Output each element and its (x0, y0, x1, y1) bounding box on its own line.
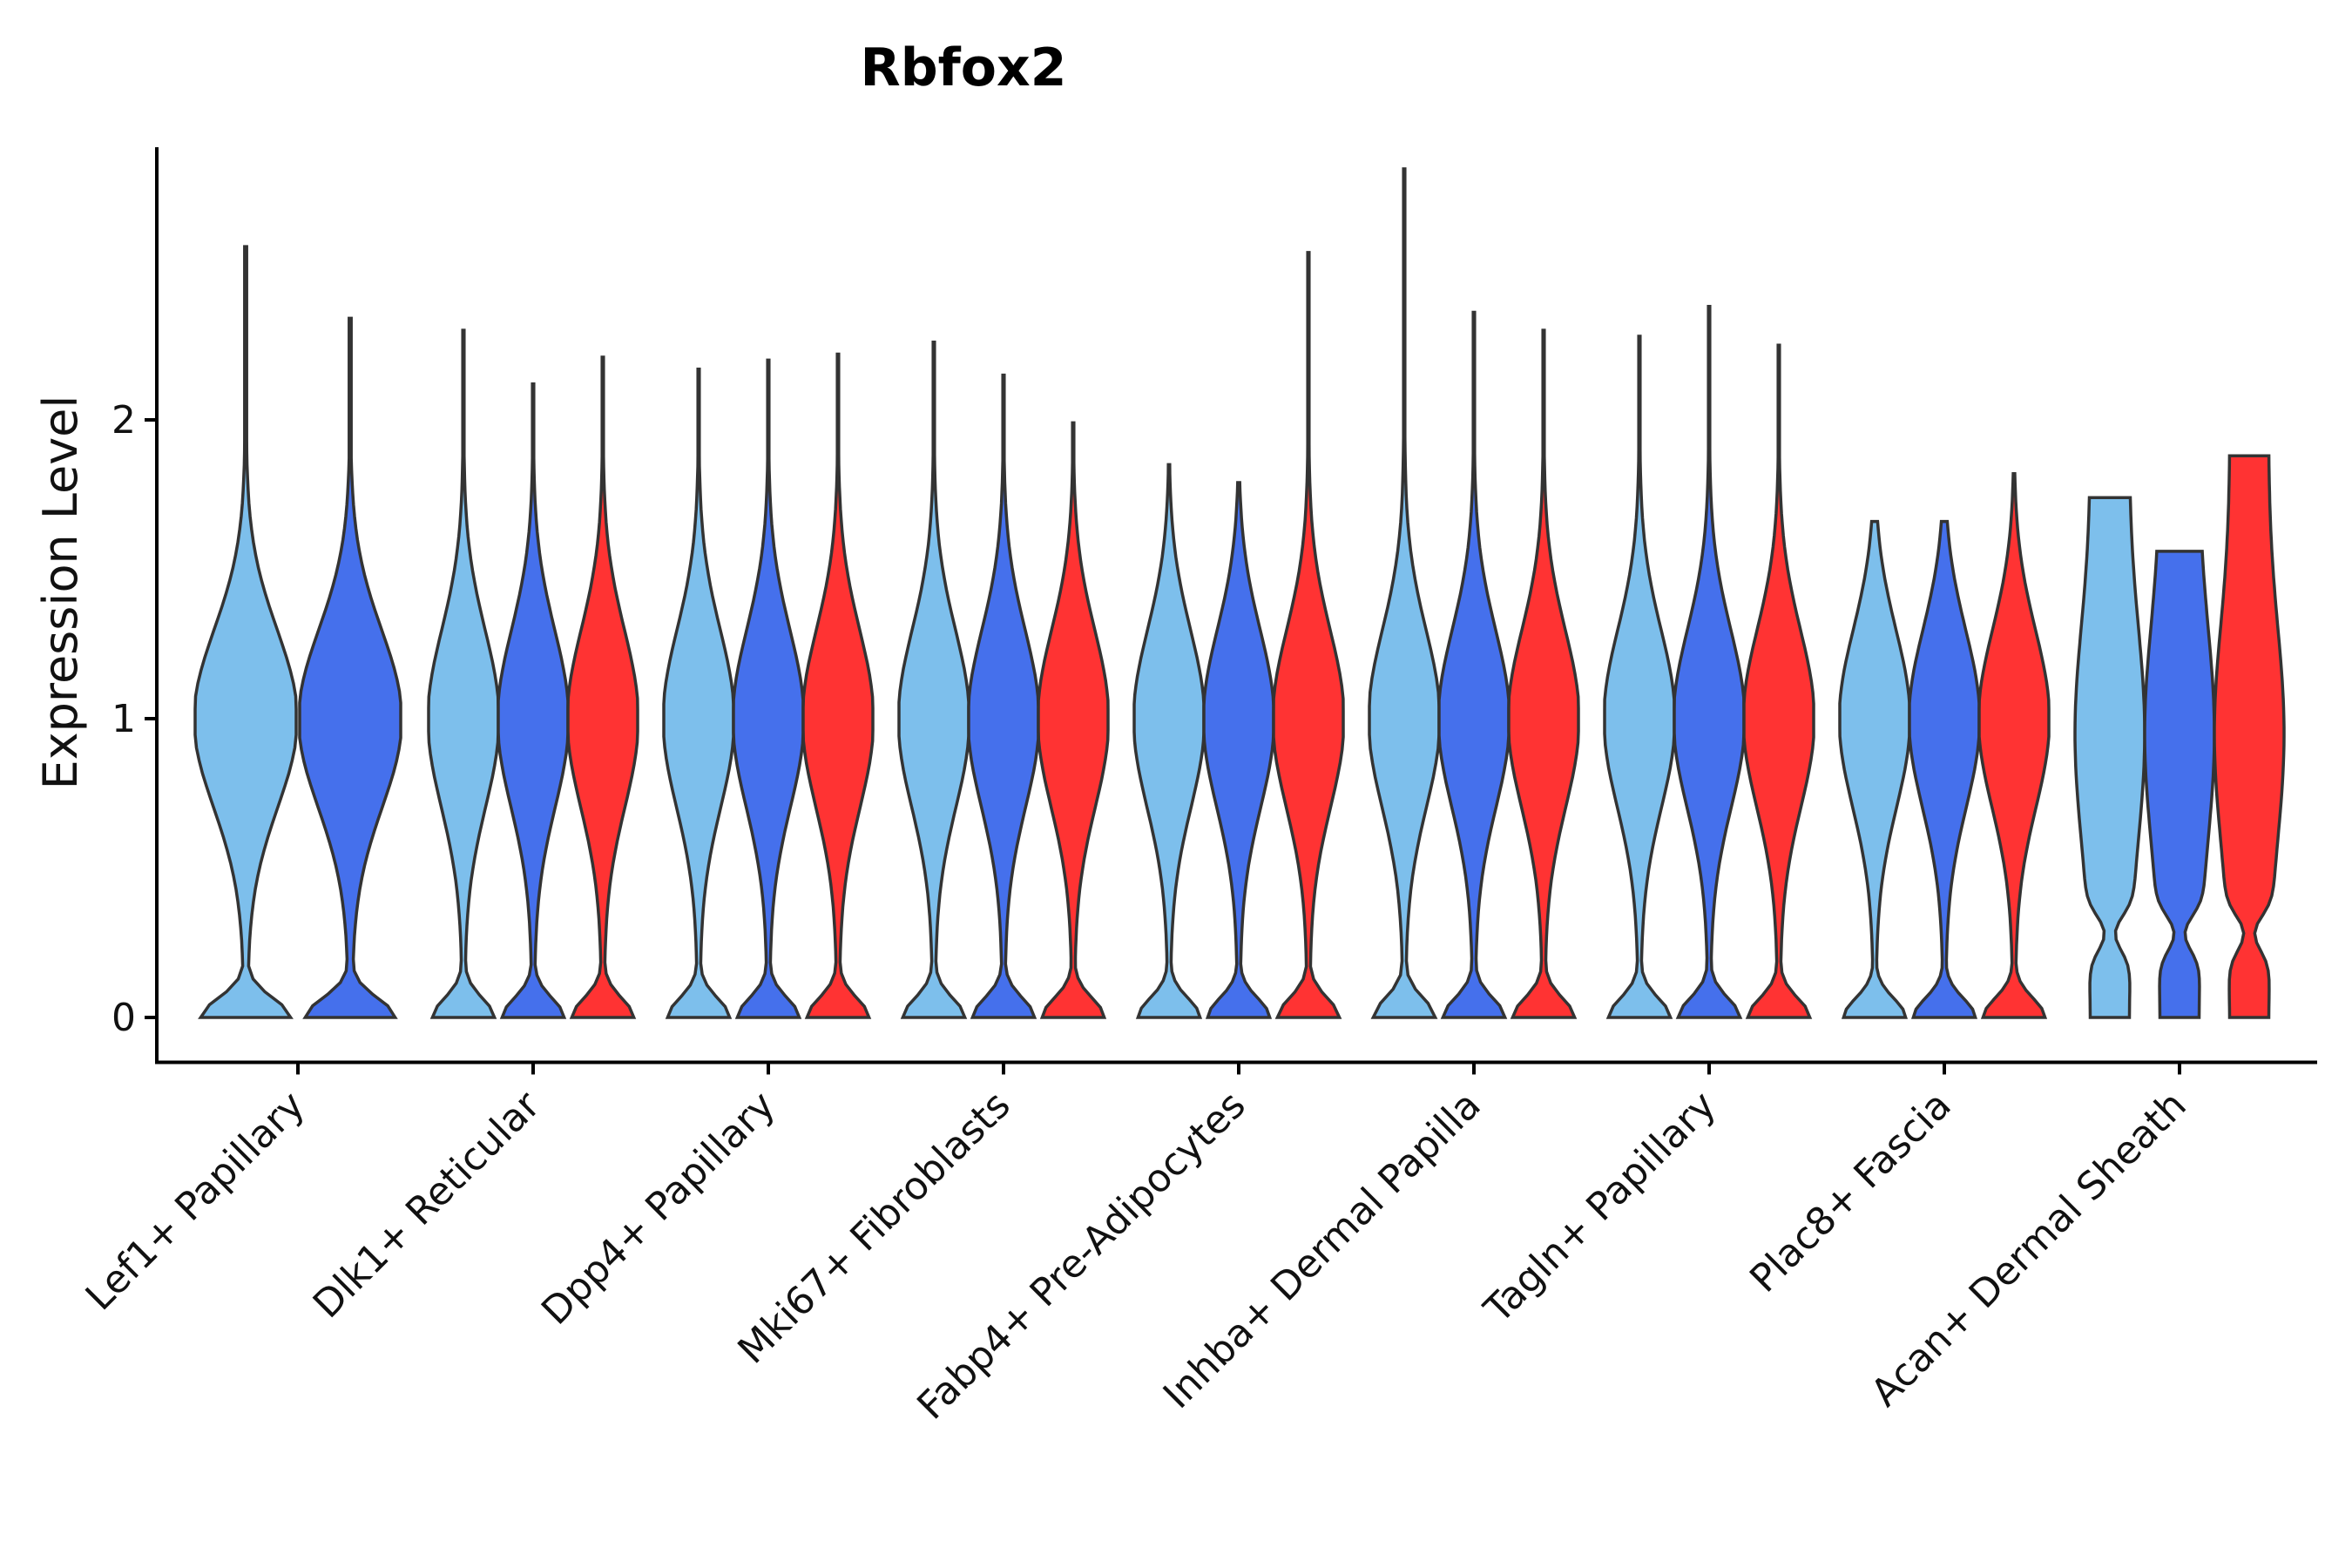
violin-group-1 (2073, 496, 2146, 1019)
x-tick-label: Tagln+ Papillary (1476, 1083, 1725, 1332)
violin-group-3 (1507, 328, 1580, 1019)
y-tick-label: 1 (112, 697, 136, 741)
violin-group-1 (427, 328, 500, 1019)
violin-group-1 (1603, 335, 1676, 1019)
violin-group-2 (2143, 550, 2216, 1019)
violin-group-1 (1368, 167, 1441, 1019)
violin-group-2 (732, 358, 805, 1019)
violin-group-1 (897, 341, 970, 1019)
violin-group-1 (1838, 519, 1911, 1019)
x-tick-label: Dpp4+ Papillary (533, 1083, 784, 1334)
violin-group-3 (1742, 343, 1815, 1019)
axes (155, 147, 2317, 1064)
violin-group-3 (801, 352, 875, 1019)
violin-group-3 (1272, 251, 1345, 1019)
violin-group (193, 167, 2286, 1019)
violin-group-2 (1437, 310, 1511, 1019)
violin-group-2 (1908, 519, 1981, 1019)
x-tick-label: Lef1+ Papillary (78, 1083, 314, 1319)
x-tick-label: Dlk1+ Reticular (305, 1083, 550, 1328)
y-ticks: 0 1 2 (112, 398, 157, 1040)
violin-group-3 (566, 355, 639, 1019)
violin-group-2 (298, 316, 402, 1019)
violin-group-2 (1673, 304, 1746, 1019)
violin-group-2 (967, 373, 1040, 1019)
violin-group-3 (1037, 421, 1110, 1019)
chart-title: Rbfox2 (861, 37, 1067, 98)
violin-group-1 (1132, 463, 1206, 1019)
y-tick-label: 2 (112, 398, 136, 443)
violin-group-3 (1977, 471, 2051, 1019)
violin-group-1 (662, 367, 735, 1019)
violin-group-2 (497, 382, 570, 1019)
violin-group-1 (193, 245, 298, 1019)
violin-group-2 (1202, 481, 1275, 1019)
violin-group-3 (2213, 454, 2286, 1019)
y-axis-label: Expression Level (33, 395, 88, 790)
x-tick-label: Plac8+ Fascia (1741, 1083, 1960, 1301)
y-tick-label: 0 (112, 996, 136, 1040)
